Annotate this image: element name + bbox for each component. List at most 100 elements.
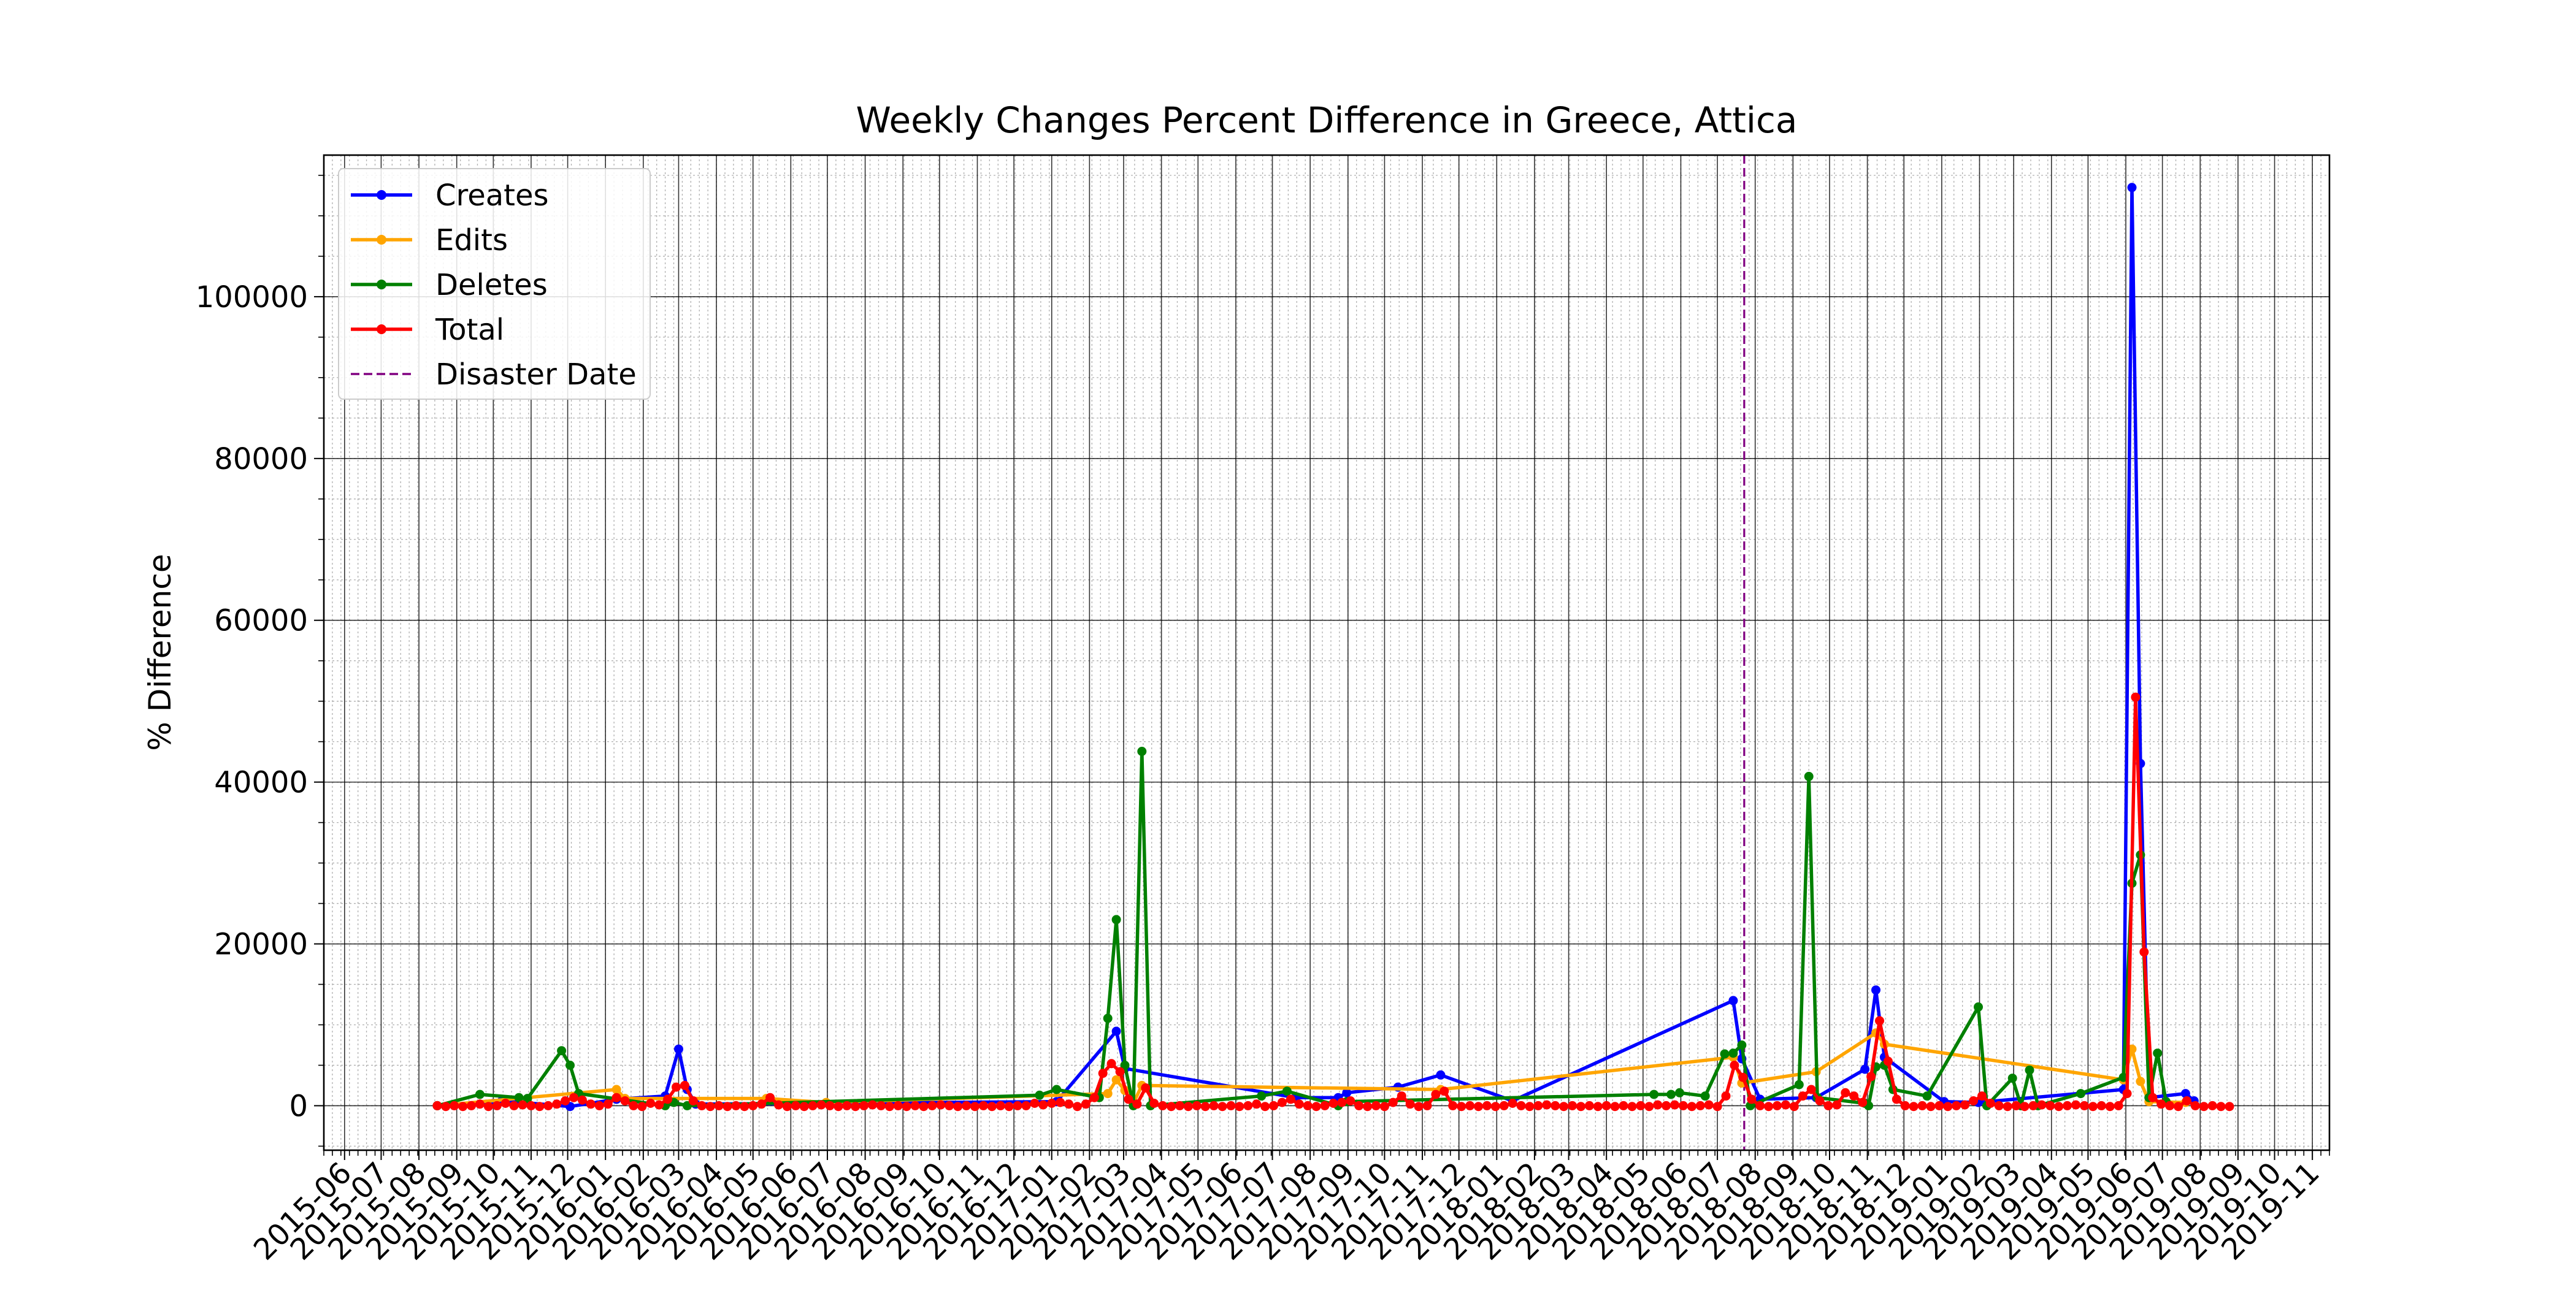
data-point xyxy=(1653,1100,1663,1110)
data-point xyxy=(1379,1102,1389,1112)
data-point xyxy=(1311,1102,1321,1112)
data-point xyxy=(2156,1099,2166,1109)
data-point xyxy=(2079,1101,2089,1110)
data-point xyxy=(2028,1101,2038,1110)
data-point xyxy=(1103,1013,1113,1023)
data-point xyxy=(1909,1102,1919,1112)
data-point xyxy=(919,1102,929,1112)
data-point xyxy=(2063,1101,2072,1110)
data-point xyxy=(765,1093,775,1102)
data-point xyxy=(1900,1101,1910,1110)
data-point xyxy=(2096,1101,2106,1110)
plot-frame xyxy=(323,154,2331,1151)
data-point xyxy=(1601,1101,1611,1110)
data-point xyxy=(2071,1100,2080,1110)
data-point xyxy=(646,1099,656,1108)
data-point xyxy=(884,1102,894,1112)
data-point xyxy=(1960,1100,1970,1110)
data-point xyxy=(1217,1102,1227,1112)
data-point xyxy=(1200,1102,1210,1112)
data-point xyxy=(1977,1091,1987,1101)
data-point xyxy=(2088,1102,2098,1112)
data-point xyxy=(1252,1099,1262,1109)
data-point xyxy=(1098,1069,1108,1078)
data-point xyxy=(2180,1089,2190,1099)
data-point xyxy=(1721,1091,1731,1101)
data-point xyxy=(987,1102,997,1112)
data-point xyxy=(1687,1102,1696,1112)
data-point xyxy=(1021,1101,1031,1110)
data-point xyxy=(1388,1097,1398,1107)
data-point xyxy=(1860,1064,1870,1074)
data-point xyxy=(1269,1101,1278,1110)
data-point xyxy=(1841,1088,1850,1097)
data-point xyxy=(1593,1102,1603,1112)
data-point xyxy=(1747,1094,1757,1104)
data-point xyxy=(1917,1101,1927,1110)
legend: Creates Edits Deletes Total Disaster Date xyxy=(338,168,651,400)
data-point xyxy=(1627,1102,1637,1112)
data-point xyxy=(1371,1101,1381,1110)
data-point xyxy=(1969,1096,1979,1105)
data-point xyxy=(1866,1072,1876,1082)
data-point xyxy=(851,1102,861,1112)
data-point xyxy=(2011,1101,2021,1110)
data-point xyxy=(1720,1049,1730,1059)
data-point xyxy=(1892,1094,1901,1104)
data-point xyxy=(1832,1100,1842,1110)
data-point xyxy=(1141,1083,1151,1093)
data-point xyxy=(526,1101,536,1110)
data-point xyxy=(1081,1099,1091,1109)
data-point xyxy=(842,1101,852,1110)
legend-marker xyxy=(377,280,386,289)
data-point xyxy=(1516,1101,1526,1110)
data-point xyxy=(2054,1102,2064,1112)
data-point xyxy=(2007,1074,2017,1083)
data-point xyxy=(1542,1100,1552,1110)
legend-label: Disaster Date xyxy=(435,357,637,392)
data-point xyxy=(543,1101,553,1110)
legend-label: Deletes xyxy=(435,268,548,302)
data-point xyxy=(1167,1102,1176,1112)
data-point xyxy=(1064,1099,1074,1109)
data-point xyxy=(2199,1102,2209,1112)
data-point xyxy=(603,1099,613,1109)
data-point xyxy=(1328,1099,1338,1108)
legend-label: Total xyxy=(435,313,504,347)
data-point xyxy=(1649,1090,1659,1099)
data-point xyxy=(1730,1061,1739,1070)
data-point xyxy=(688,1096,698,1105)
data-point xyxy=(1431,1090,1441,1099)
data-point xyxy=(1568,1101,1577,1110)
data-point xyxy=(1728,1048,1738,1058)
data-point xyxy=(514,1093,524,1102)
data-point xyxy=(2136,1077,2145,1086)
data-point xyxy=(1678,1101,1688,1110)
data-point xyxy=(970,1102,979,1112)
legend-box xyxy=(338,168,651,400)
data-point xyxy=(637,1102,647,1112)
chart-title: Weekly Changes Percent Difference in Gre… xyxy=(856,99,1798,141)
data-point xyxy=(492,1101,502,1110)
data-point xyxy=(680,1080,689,1090)
data-point xyxy=(1115,1067,1125,1077)
data-point xyxy=(523,1094,532,1104)
data-point xyxy=(808,1101,818,1110)
data-point xyxy=(2003,1102,2012,1112)
data-point xyxy=(740,1102,749,1112)
data-point xyxy=(2122,1089,2132,1099)
data-point xyxy=(1926,1102,1936,1112)
data-point xyxy=(2020,1102,2030,1112)
data-point xyxy=(1111,915,1121,925)
data-point xyxy=(1551,1101,1560,1110)
legend-marker xyxy=(377,190,386,200)
data-point xyxy=(782,1102,792,1112)
data-point xyxy=(663,1094,673,1104)
data-point xyxy=(1052,1085,1062,1094)
data-point xyxy=(1499,1101,1509,1110)
data-point xyxy=(936,1100,946,1110)
data-point xyxy=(2153,1048,2163,1058)
data-point xyxy=(876,1101,886,1110)
data-point xyxy=(1794,1080,1804,1090)
